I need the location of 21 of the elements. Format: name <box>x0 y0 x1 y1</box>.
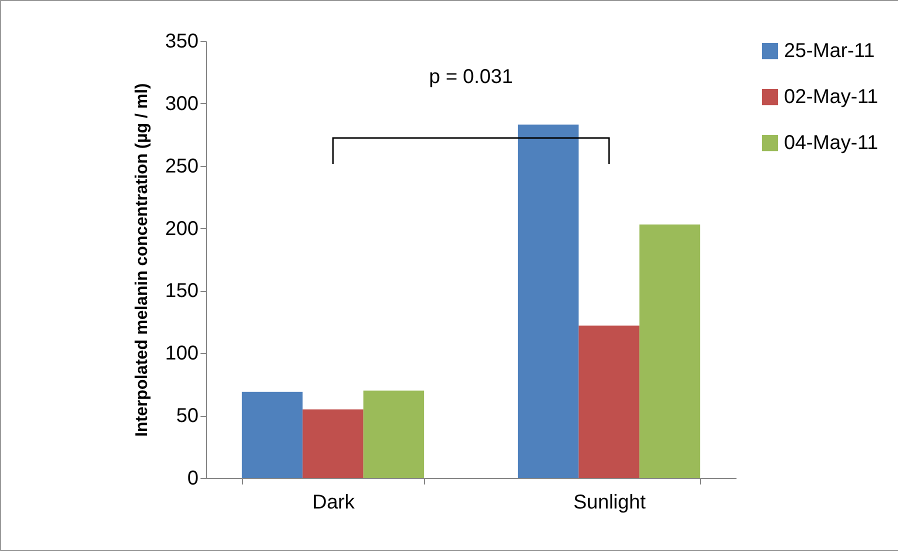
y-tick-label: 250 <box>165 155 198 178</box>
y-tick-label: 50 <box>176 405 198 428</box>
legend-label: 25-Mar-11 <box>784 40 875 62</box>
bar <box>242 392 303 478</box>
y-tick-label: 150 <box>165 280 198 302</box>
x-tick-label: Dark <box>312 492 356 514</box>
bar <box>639 224 700 478</box>
bar <box>578 326 640 478</box>
y-tick-label: 300 <box>165 92 198 115</box>
y-tick-label: 200 <box>165 218 198 240</box>
y-tick-label: 350 <box>165 30 198 52</box>
bar <box>518 124 579 478</box>
y-axis-title: Interpolated melanin concentration (µg / ml) <box>132 83 152 437</box>
annotation: p = 0.031 <box>429 66 513 89</box>
x-tick-label: Sunlight <box>573 492 646 514</box>
bar <box>363 390 424 478</box>
bar <box>302 409 364 478</box>
y-tick-label: 0 <box>187 468 198 490</box>
legend-label: 04-May-11 <box>784 132 878 154</box>
y-tick-label: 100 <box>165 342 198 365</box>
legend-label: 02-May-11 <box>784 86 878 108</box>
